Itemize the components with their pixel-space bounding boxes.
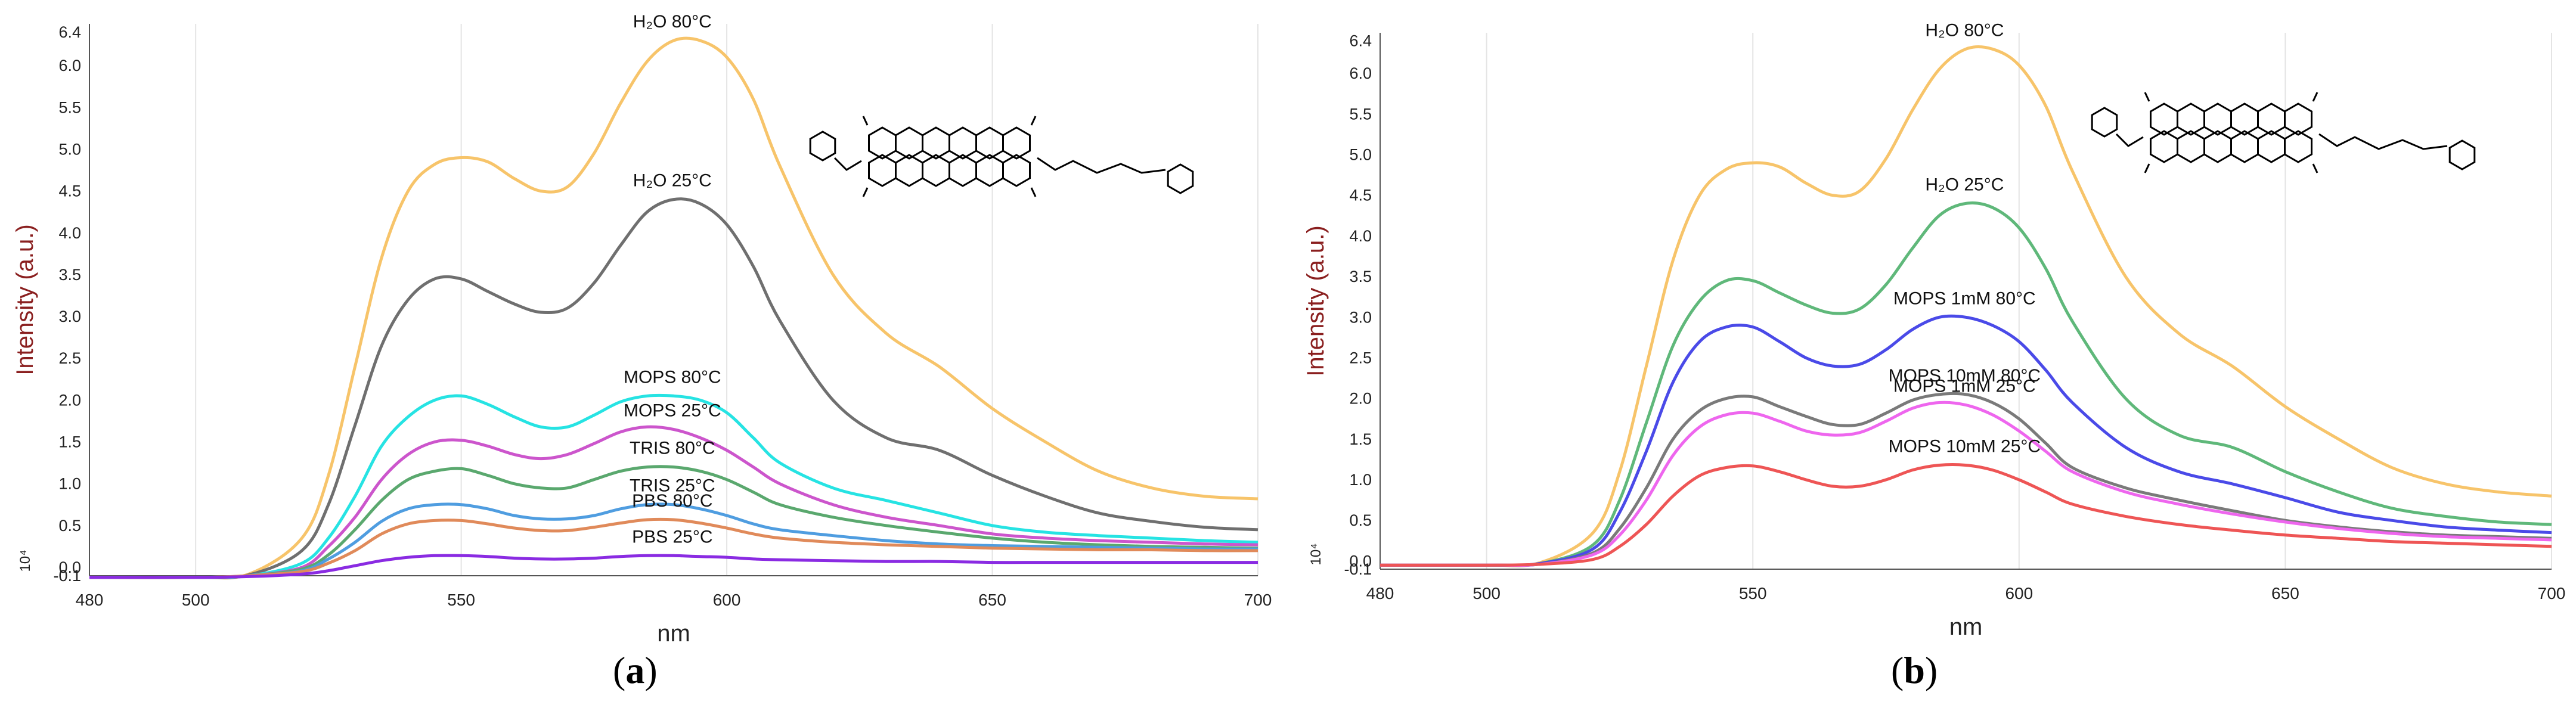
series-line-h-o-80-c: [1380, 45, 2552, 567]
y-tick-label: 5.5: [58, 98, 81, 116]
y-axis-title: Intensity (a.u.): [1303, 225, 1329, 376]
y-tick-label: 0.5: [1349, 511, 1372, 529]
x-tick-label: 600: [713, 591, 741, 609]
y-tick-label: 2.5: [58, 349, 81, 367]
series-label-mops-10mm-25-c: MOPS 10mM 25°C: [1889, 436, 2041, 456]
x-tick-label: 500: [1473, 584, 1501, 603]
series-label-mops-1mm-80-c: MOPS 1mM 80°C: [1893, 288, 2036, 308]
series-label-pbs-25-c: PBS 25°C: [632, 527, 712, 547]
y-tick-label: 3.0: [1349, 308, 1372, 326]
series-label-h-o-25-c: H₂O 25°C: [633, 171, 712, 191]
y-tick-label: 3.0: [58, 308, 81, 325]
y-tick-label: 5.0: [58, 140, 81, 158]
x-tick-label: 480: [76, 591, 104, 609]
series-label-mops-10mm-80-c: MOPS 10mM 80°C: [1889, 366, 2041, 386]
y-multiplier-label: 10⁴: [17, 550, 33, 572]
series-label-tris-25-c: TRIS 25°C: [630, 476, 715, 496]
series-line-mops-1mm-80-c: [1380, 314, 2552, 567]
y-tick-label: 6.0: [58, 57, 81, 74]
x-tick-label: 550: [1739, 584, 1767, 603]
series-label-tris-80-c: TRIS 80°C: [630, 439, 715, 458]
panel-caption-b: (b): [1891, 648, 1938, 693]
y-tick-label: 4.0: [58, 224, 81, 242]
series-line-tris-25-c: [89, 502, 1258, 579]
series-label-h-o-25-c: H₂O 25°C: [1925, 175, 2004, 194]
y-tick-label: 6.4: [58, 23, 81, 41]
series-label-mops-80-c: MOPS 80°C: [624, 367, 721, 387]
x-tick-label: 650: [2271, 584, 2299, 603]
series-line-pbs-80-c: [89, 517, 1258, 579]
y-tick-label: 1.5: [1349, 430, 1372, 448]
caption-close-paren: ): [644, 649, 658, 691]
y-tick-label: 5.0: [1349, 146, 1372, 164]
spectrum-chart-a: 480 500 550 600 650 700 -0.10.0 0.5 1.0 1.5 2.0 2.5…: [12, 12, 1272, 647]
x-tick-label: 650: [978, 591, 1006, 609]
y-tick-label: 4.0: [1349, 227, 1372, 245]
series-line-mops-25-c: [89, 425, 1258, 579]
y-tick-label: 1.5: [58, 433, 81, 451]
caption-open-paren: (: [1891, 649, 1904, 691]
x-axis-title: nm: [1949, 614, 1983, 640]
series-line-mops-80-c: [89, 393, 1258, 579]
y-multiplier-label: 10⁴: [1308, 543, 1324, 565]
series-label-h-o-80-c: H₂O 80°C: [633, 12, 712, 32]
y-tick-label: 3.5: [58, 266, 81, 284]
x-tick-label: 600: [2005, 584, 2033, 603]
series-label-mops-25-c: MOPS 25°C: [624, 401, 721, 420]
caption-close-paren: ): [1924, 649, 1938, 691]
y-tick-label: 6.4: [1349, 32, 1372, 50]
molecule-structure: [809, 116, 1194, 197]
series-line-h-o-80-c: [89, 36, 1258, 580]
molecule-structure: [2091, 92, 2476, 173]
series-line-h-o-25-c: [89, 197, 1258, 579]
y-tick-label: -0.1: [53, 567, 81, 585]
x-axis-title: nm: [657, 620, 690, 647]
caption-open-paren: (: [613, 649, 626, 691]
series-line-mops-10mm-25-c: [1380, 462, 2552, 567]
series-line-tris-80-c: [89, 465, 1258, 579]
spectrum-chart-b: 480 500 550 600 650 700 -0.10.0 0.5 1.0 1.5 2.0 2.5…: [1303, 20, 2566, 640]
y-tick-label: 2.0: [1349, 390, 1372, 408]
y-tick-label: 5.5: [1349, 105, 1372, 123]
y-tick-label: 4.5: [1349, 187, 1372, 204]
x-tick-label: 500: [182, 591, 210, 609]
caption-letter: b: [1904, 649, 1925, 691]
y-tick-label: 4.5: [58, 182, 81, 200]
series-line-mops-10mm-80-c: [1380, 392, 2552, 567]
y-tick-label: 3.5: [1349, 268, 1372, 285]
y-axis-title: Intensity (a.u.): [12, 224, 38, 375]
series-label-h-o-80-c: H₂O 80°C: [1925, 20, 2004, 40]
y-tick-label: 2.0: [58, 391, 81, 409]
series-line-mops-1mm-25-c: [1380, 401, 2552, 567]
y-tick-label: 2.5: [1349, 349, 1372, 367]
y-tick-label: 1.0: [58, 475, 81, 493]
y-tick-label: 6.0: [1349, 64, 1372, 82]
x-tick-label: 700: [1244, 591, 1272, 609]
series-line-pbs-25-c: [89, 554, 1258, 579]
x-tick-label: 550: [447, 591, 475, 609]
series-line-h-o-25-c: [1380, 201, 2552, 567]
series-label-mops-1mm-25-c: MOPS 1mM 25°C: [1893, 377, 2036, 396]
chart-panel-b: 480 500 550 600 650 700 -0.1 0.0 0.5 1.0 1.5 2.0 2.5…: [1288, 0, 2576, 711]
chart-panel-a: 480 500 550 600 650 700 -0.1 0.0 0.5 1.0 1.5 2.0 2.5…: [0, 0, 1288, 711]
x-tick-label: 700: [2538, 584, 2566, 603]
caption-letter: a: [625, 649, 645, 691]
y-tick-label: 0.5: [58, 517, 81, 535]
series-label-pbs-80-c: PBS 80°C: [632, 491, 712, 511]
y-tick-label: -0.1: [1344, 560, 1372, 578]
y-tick-label: 1.0: [1349, 471, 1372, 489]
x-tick-label: 480: [1366, 584, 1394, 603]
panel-caption-a: (a): [613, 648, 658, 693]
y-tick-label: 0.0: [1349, 552, 1372, 570]
y-tick-label: 0.0: [58, 558, 81, 576]
